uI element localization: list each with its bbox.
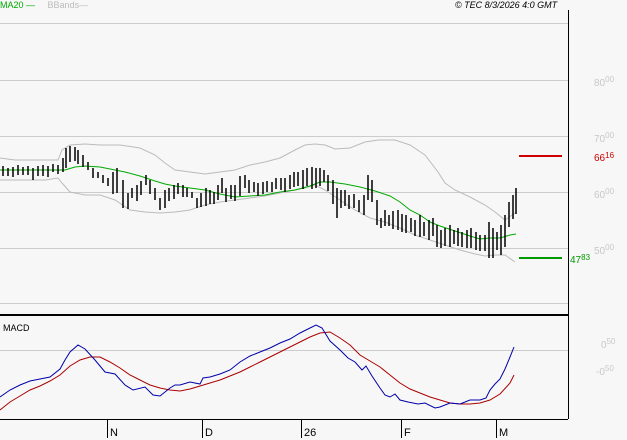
x-axis-label-feb: F — [404, 427, 411, 439]
bbands-lower — [0, 177, 516, 263]
price-axis-label: 6000 — [594, 187, 615, 201]
x-axis-label-nov: N — [110, 427, 118, 439]
price-axis-label: 8000 — [594, 75, 615, 89]
macd-title: MACD — [3, 323, 30, 333]
x-axis-label-mar: M — [499, 427, 509, 439]
x-axis-label-2026: 26 — [304, 427, 317, 439]
copyright-timestamp: © TEC 8/3/2026 4:0 GMT — [455, 0, 558, 10]
macd-axis-label: 050 — [601, 337, 616, 351]
support-label: 4783 — [570, 253, 591, 266]
bbands-upper — [0, 139, 516, 221]
ma20-line — [0, 165, 517, 240]
price-axis-label: 5000 — [594, 243, 615, 257]
macd-line — [0, 324, 515, 409]
macd-axis-label: -050 — [596, 364, 614, 378]
legend-ma20: MA20 — — [0, 0, 36, 10]
x-axis-ticks — [107, 420, 497, 438]
x-axis-label-dec: D — [205, 427, 213, 439]
resistance-label: 6616 — [594, 151, 615, 164]
macd-signal-line — [0, 331, 515, 411]
price-axis-label: 7000 — [594, 131, 615, 145]
legend-bbands: BBands— — [47, 0, 89, 10]
chart-legend: MA20 — BBands— — [0, 0, 88, 11]
price-bars — [2, 146, 517, 258]
price-gridlines — [0, 23, 568, 304]
